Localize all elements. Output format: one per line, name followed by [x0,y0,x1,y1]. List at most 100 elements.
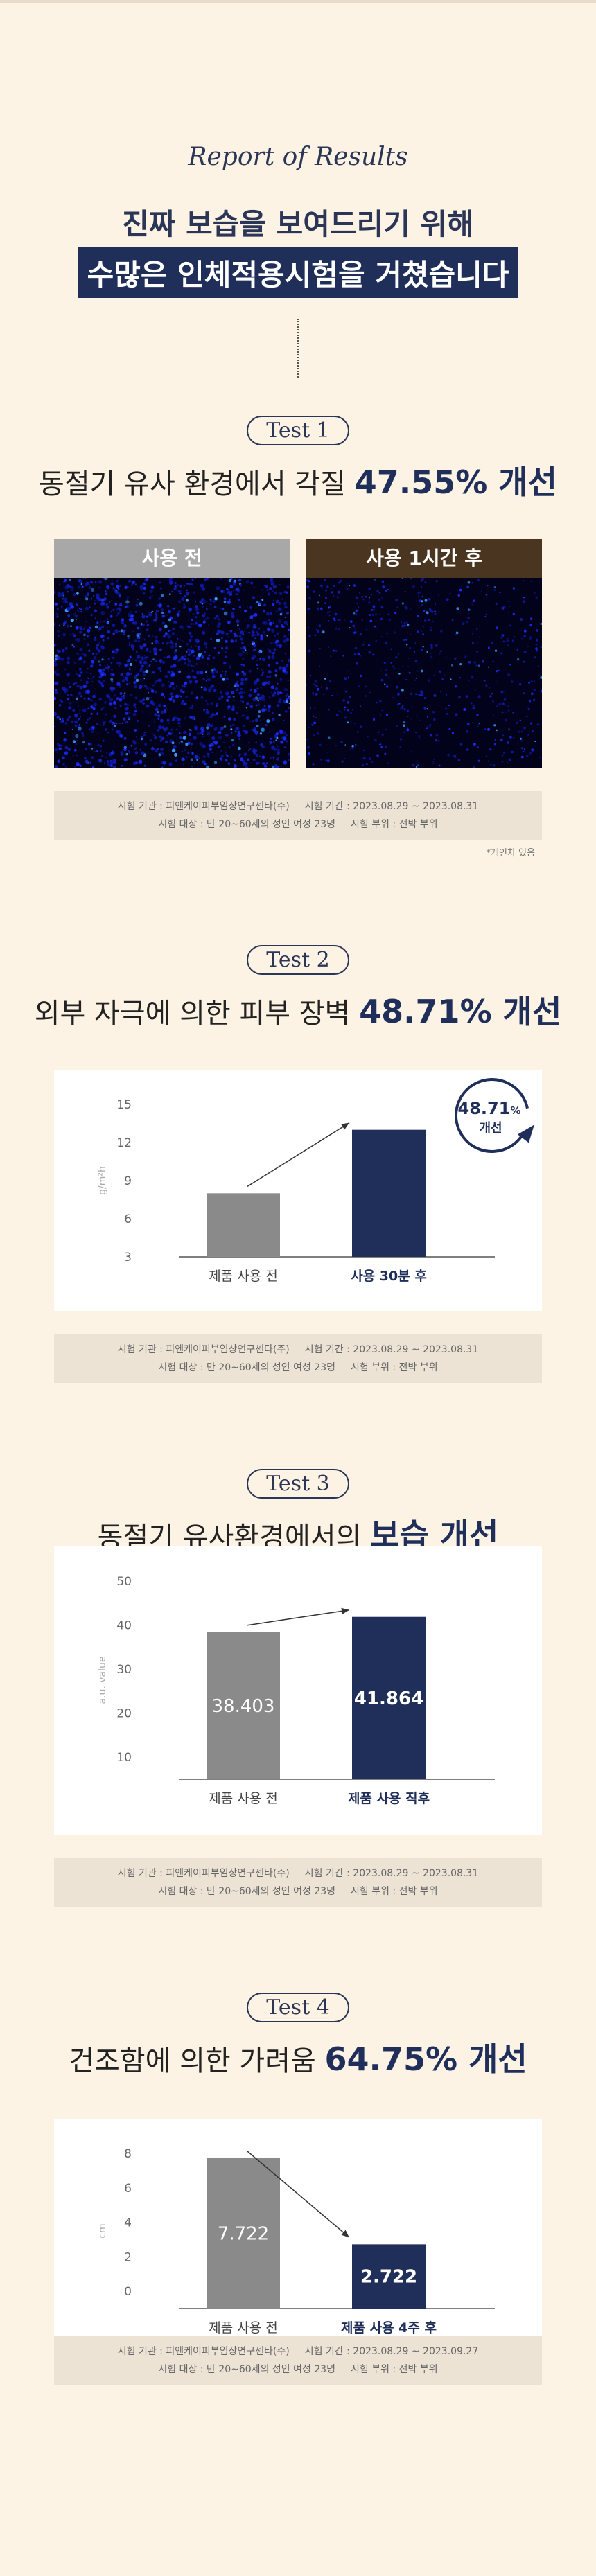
x-category-label: 제품 사용 전 [209,1791,277,1806]
test-1-area: 시험 부위 : 전박 부위 [351,819,438,830]
bar-value-label: 38.403 [212,1696,275,1717]
before-skin-image [54,578,290,768]
test-1-pill: Test 1 [247,416,349,445]
y-tick-label: 10 [116,1751,132,1765]
test-1-info-line-1: 시험 기관 : 피엔케이피부임상연구센타(주) 시험 기간 : 2023.08.2… [54,797,542,815]
y-tick-label: 20 [116,1707,132,1721]
test-4-area: 시험 부위 : 전박 부위 [351,2364,438,2375]
y-tick-label: 15 [116,1098,132,1112]
dotted-divider [297,319,299,378]
y-axis-label: cm [97,2223,108,2238]
trend-arrow-line [247,1122,350,1187]
test-4-chart: 0 2 4 6 8 cm 7.722 제품 사용 전 2.722 제품 사용 4주 후 [97,2147,495,2336]
y-tick-label: 0 [124,2285,132,2299]
image-background [306,578,542,768]
bar-value-label: 41.864 [354,1688,423,1709]
test-4-subjects: 시험 대상 : 만 20~60세의 성인 여성 23명 [158,2364,336,2375]
bar-1 [207,1193,280,1257]
test-4-title: 건조함에 의한 가려움 64.75% 개선 [0,2034,596,2080]
improvement-badge: 48.71% 개선 [455,1078,534,1153]
test-2-pill: Test 2 [247,945,349,975]
badge-unit: % [510,1104,520,1117]
y-tick-label: 40 [116,1619,132,1633]
test-1-institution: 시험 기관 : 피엔케이피부임상연구센타(주) [117,801,290,812]
test-2-period: 시험 기간 : 2023.08.29 ~ 2023.08.31 [304,1344,479,1355]
after-skin-image [306,578,542,768]
test-2-info-box: 시험 기관 : 피엔케이피부임상연구센타(주) 시험 기간 : 2023.08.2… [54,1334,542,1383]
test-2-chart-card: 3 6 9 12 15 g/m²h 제품 사용 전 사용 30분 후 48.71% 개선 [54,1070,542,1311]
test-2-title-prefix: 외부 자극에 의한 피부 장벽 [34,998,360,1030]
headline-line-1: 진짜 보습을 보여드리기 위해 [122,207,474,241]
test-3-area: 시험 부위 : 전박 부위 [351,1886,438,1897]
test-4-period: 시험 기간 : 2023.08.29 ~ 2023.09.27 [304,2346,479,2357]
trend-arrow-head [341,2230,349,2238]
test-1-title-prefix: 동절기 유사 환경에서 각질 [39,468,355,500]
test-3-chart: 10 20 30 40 50 a.u. value 38.403 제품 사용 전 41.864 제… [97,1575,495,1806]
test-4-info-line-2: 시험 대상 : 만 20~60세의 성인 여성 23명 시험 부위 : 전박 부위 [54,2361,542,2379]
test-1-title-highlight: 47.55% 개선 [354,464,557,501]
test-3-info-line-2: 시험 대상 : 만 20~60세의 성인 여성 23명 시험 부위 : 전박 부위 [54,1882,542,1900]
headline-line-2: 수많은 인체적용시험을 거쳤습니다 [77,247,519,298]
x-category-label: 제품 사용 4주 후 [341,2320,437,2336]
test-2-area: 시험 부위 : 전박 부위 [351,1362,438,1373]
y-axis-label: a.u. value [97,1656,108,1704]
test-1-subjects: 시험 대상 : 만 20~60세의 성인 여성 23명 [158,819,336,830]
y-tick-label: 6 [124,1212,132,1226]
test-3-info-box: 시험 기관 : 피엔케이피부임상연구센타(주) 시험 기간 : 2023.08.2… [54,1858,542,1907]
test-3-institution: 시험 기관 : 피엔케이피부임상연구센타(주) [117,1868,290,1879]
test-3-subjects: 시험 대상 : 만 20~60세의 성인 여성 23명 [158,1886,336,1897]
after-image-label: 사용 1시간 후 [306,539,542,578]
bar-value-label: 7.722 [218,2223,269,2244]
test-2-title: 외부 자극에 의한 피부 장벽 48.71% 개선 [0,987,596,1032]
headline-line-2-wrap: 수많은 인체적용시험을 거쳤습니다 [0,247,596,298]
test-3-info-line-1: 시험 기관 : 피엔케이피부임상연구센타(주) 시험 기간 : 2023.08.2… [54,1864,542,1882]
y-tick-label: 3 [124,1251,132,1264]
test-3-pill: Test 3 [247,1469,349,1499]
bar-1 [207,1632,280,1779]
y-tick-label: 6 [124,2182,132,2196]
test-3-pill-wrap: Test 3 [0,1469,596,1499]
trend-arrow-head [341,1607,349,1614]
y-tick-label: 8 [124,2147,132,2161]
test-2-subjects: 시험 대상 : 만 20~60세의 성인 여성 23명 [158,1362,336,1373]
bar-2 [352,2244,426,2309]
x-category-label: 제품 사용 전 [209,1269,277,1284]
test-4-pill: Test 4 [247,1993,349,2022]
y-tick-label: 4 [124,2216,132,2230]
y-tick-label: 30 [116,1663,132,1677]
y-tick-label: 50 [116,1575,132,1589]
test-2-info-line-2: 시험 대상 : 만 20~60세의 성인 여성 23명 시험 부위 : 전박 부위 [54,1359,542,1377]
x-category-label: 사용 30분 후 [351,1269,427,1284]
x-category-label: 제품 사용 전 [209,2320,277,2336]
badge-value: 48.71% [458,1099,521,1118]
speckle-texture [306,578,542,768]
bar-2 [352,1616,426,1779]
test-4-info-line-1: 시험 기관 : 피엔케이피부임상연구센타(주) 시험 기간 : 2023.08.2… [54,2343,542,2361]
trend-arrow-head [341,1122,349,1130]
bar-1 [207,2158,280,2309]
test-4-title-highlight: 64.75% 개선 [324,2040,527,2078]
badge-text: 개선 [479,1121,502,1136]
test-3-chart-card: 10 20 30 40 50 a.u. value 38.403 제품 사용 전 41.864 제… [54,1546,542,1835]
bar-value-label: 2.722 [360,2267,417,2288]
top-divider [0,0,596,3]
y-axis-label: g/m²h [97,1166,108,1195]
test-1-footnote: *개인차 있음 [486,848,535,858]
test-2-pill-wrap: Test 2 [0,945,596,975]
report-eyebrow: Report of Results [188,143,408,171]
before-image-label: 사용 전 [54,539,290,578]
test-4-chart-card: 0 2 4 6 8 cm 7.722 제품 사용 전 2.722 제품 사용 4주 후 [54,2119,542,2360]
test-2-institution: 시험 기관 : 피엔케이피부임상연구센타(주) [117,1344,290,1355]
trend-arrow-line [247,2151,350,2238]
test-3-period: 시험 기간 : 2023.08.29 ~ 2023.08.31 [304,1868,479,1879]
test-1-info-box: 시험 기관 : 피엔케이피부임상연구센타(주) 시험 기간 : 2023.08.2… [54,791,542,840]
test-1-pill-wrap: Test 1 [0,416,596,445]
y-tick-label: 2 [124,2250,132,2264]
trend-arrow-line [247,1609,350,1626]
test-1-period: 시험 기간 : 2023.08.29 ~ 2023.08.31 [304,801,479,812]
test-1-info-line-2: 시험 대상 : 만 20~60세의 성인 여성 23명 시험 부위 : 전박 부위 [54,815,542,833]
test-1-title: 동절기 유사 환경에서 각질 47.55% 개선 [0,457,596,503]
test-4-institution: 시험 기관 : 피엔케이피부임상연구센타(주) [117,2346,290,2357]
test-2-info-line-1: 시험 기관 : 피엔케이피부임상연구센타(주) 시험 기간 : 2023.08.2… [54,1341,542,1359]
